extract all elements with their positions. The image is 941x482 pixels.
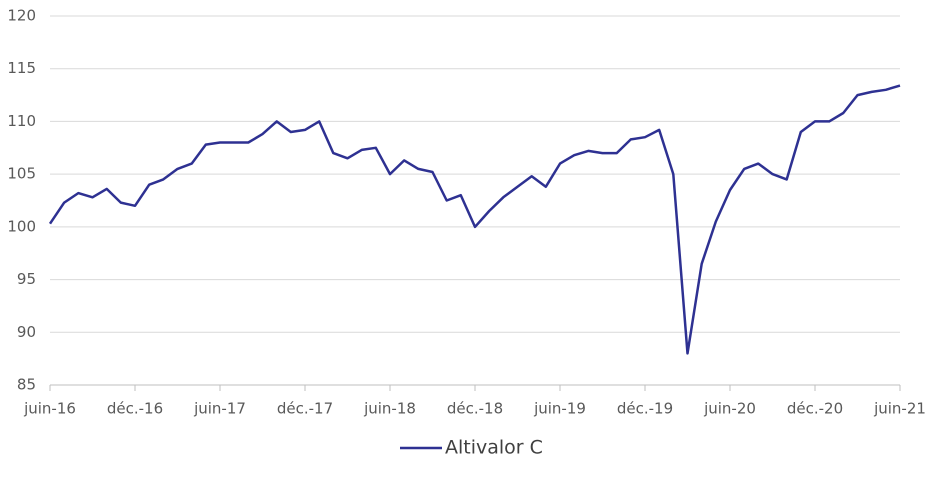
line-series <box>48 84 901 355</box>
x-tick-label: déc.-18 <box>447 400 503 418</box>
x-tick-label: déc.-19 <box>617 400 673 418</box>
x-tick-label: juin-18 <box>363 400 416 418</box>
x-tick-label: juin-19 <box>533 400 586 418</box>
x-tick-label: juin-21 <box>873 400 926 418</box>
y-tick-label: 85 <box>17 376 36 394</box>
x-tick-label: déc.-20 <box>787 400 843 418</box>
y-tick-label: 95 <box>17 270 36 288</box>
y-tick-label: 100 <box>7 217 36 235</box>
y-tick-label: 90 <box>17 323 36 341</box>
x-tick-label: déc.-17 <box>277 400 333 418</box>
y-tick-label: 120 <box>7 7 36 25</box>
y-tick-label: 105 <box>7 165 36 183</box>
x-tick-label: juin-20 <box>703 400 756 418</box>
y-tick-label: 110 <box>7 112 36 130</box>
x-tick-label: juin-16 <box>23 400 76 418</box>
x-tick-label: juin-17 <box>193 400 246 418</box>
x-tick-label: déc.-16 <box>107 400 163 418</box>
y-tick-label: 115 <box>7 59 36 77</box>
legend-text: Altivalor C <box>445 437 543 459</box>
